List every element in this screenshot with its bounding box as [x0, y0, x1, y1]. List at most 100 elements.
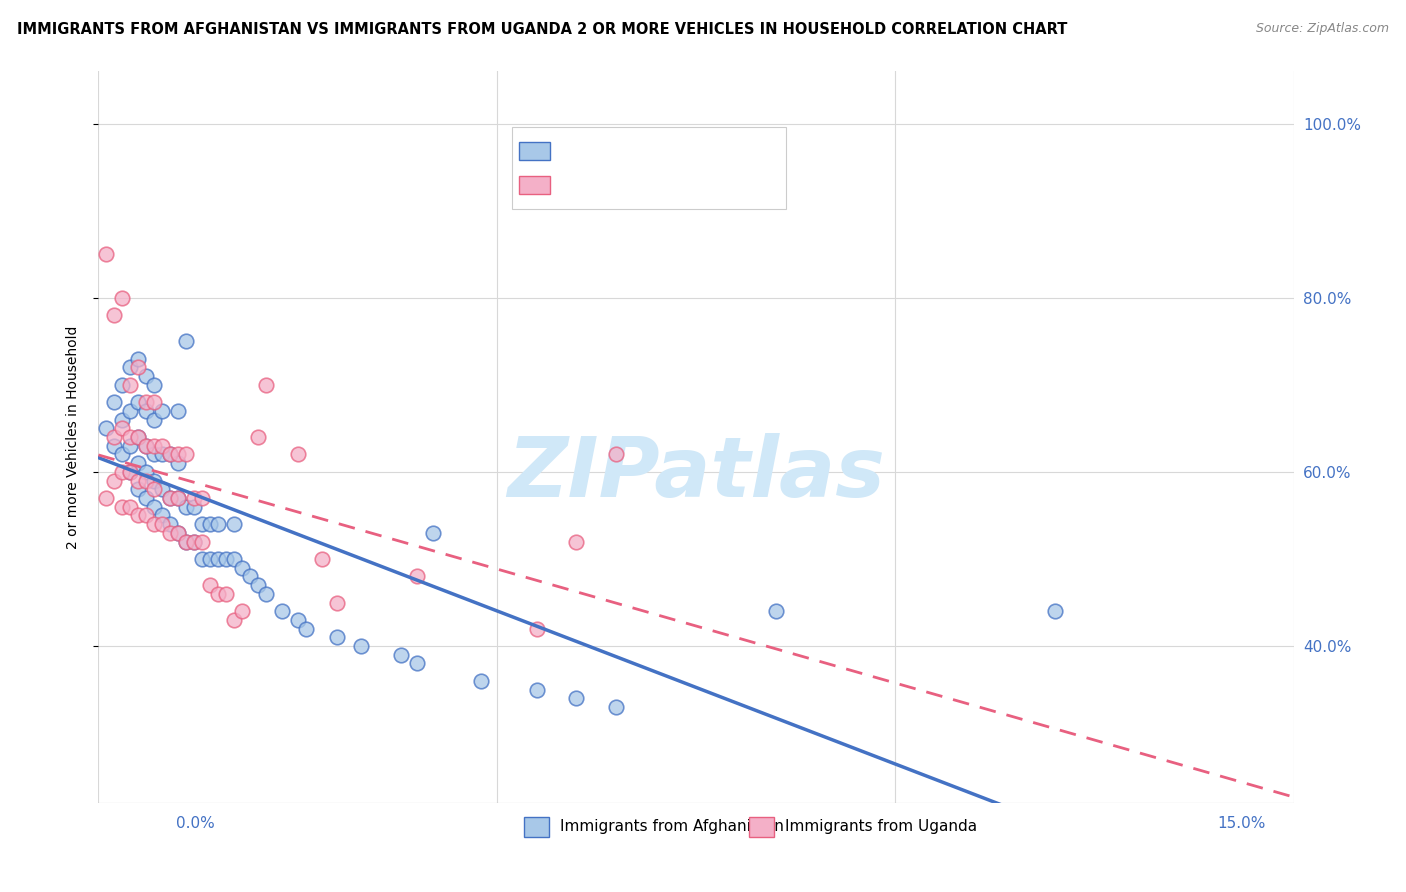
Point — [605, 448, 627, 462]
Point — [191, 491, 214, 505]
Point — [143, 448, 166, 462]
Point — [103, 474, 125, 488]
Text: R = -0.350   N = 68: R = -0.350 N = 68 — [557, 144, 707, 158]
Point — [198, 578, 221, 592]
Point — [231, 560, 253, 574]
Point — [120, 377, 142, 392]
Point — [246, 578, 269, 592]
Point — [254, 377, 277, 392]
Point — [207, 587, 229, 601]
Point — [111, 465, 134, 479]
Point — [406, 657, 429, 671]
Text: ZIPatlas: ZIPatlas — [508, 434, 884, 514]
Point — [150, 508, 173, 523]
Point — [350, 639, 373, 653]
Point — [294, 622, 316, 636]
Point — [143, 439, 166, 453]
Point — [150, 439, 173, 453]
Point — [111, 500, 134, 514]
Point — [287, 613, 309, 627]
Point — [111, 291, 134, 305]
Point — [143, 500, 166, 514]
Point — [605, 700, 627, 714]
Point — [207, 517, 229, 532]
Point — [120, 439, 142, 453]
Point — [96, 247, 118, 261]
Text: 0.0%: 0.0% — [176, 816, 215, 831]
Point — [159, 448, 181, 462]
Point — [311, 552, 333, 566]
Text: Immigrants from Afghanistan: Immigrants from Afghanistan — [560, 820, 785, 834]
Point — [103, 430, 125, 444]
Point — [150, 404, 173, 418]
Point — [127, 508, 149, 523]
Point — [167, 491, 190, 505]
Text: Source: ZipAtlas.com: Source: ZipAtlas.com — [1256, 22, 1389, 36]
Point — [159, 525, 181, 540]
Point — [111, 377, 134, 392]
Point — [422, 525, 444, 540]
Y-axis label: 2 or more Vehicles in Household: 2 or more Vehicles in Household — [66, 326, 80, 549]
Point — [287, 448, 309, 462]
Text: Immigrants from Uganda: Immigrants from Uganda — [785, 820, 977, 834]
Point — [167, 448, 190, 462]
Point — [167, 404, 190, 418]
Point — [215, 552, 238, 566]
Point — [326, 595, 349, 609]
Point — [159, 491, 181, 505]
Point — [111, 412, 134, 426]
Point — [103, 395, 125, 409]
Point — [470, 673, 492, 688]
Point — [174, 534, 197, 549]
Point — [143, 395, 166, 409]
Point — [127, 430, 149, 444]
Point — [526, 622, 548, 636]
Point — [270, 604, 292, 618]
Point — [120, 465, 142, 479]
Point — [406, 569, 429, 583]
Point — [215, 587, 238, 601]
Point — [150, 517, 173, 532]
Point — [135, 395, 157, 409]
Point — [135, 439, 157, 453]
Point — [159, 491, 181, 505]
Point — [191, 552, 214, 566]
Point — [765, 604, 787, 618]
Point — [127, 351, 149, 366]
Point — [120, 465, 142, 479]
Point — [135, 404, 157, 418]
Point — [111, 421, 134, 435]
Point — [183, 534, 205, 549]
Point — [143, 483, 166, 497]
Point — [127, 360, 149, 375]
Point — [174, 448, 197, 462]
Point — [198, 552, 221, 566]
Point — [111, 448, 134, 462]
Point — [103, 439, 125, 453]
Text: R =  0.260   N = 53: R = 0.260 N = 53 — [557, 178, 706, 192]
Point — [96, 491, 118, 505]
Point — [565, 691, 588, 706]
Point — [120, 430, 142, 444]
Point — [135, 491, 157, 505]
Text: IMMIGRANTS FROM AFGHANISTAN VS IMMIGRANTS FROM UGANDA 2 OR MORE VEHICLES IN HOUS: IMMIGRANTS FROM AFGHANISTAN VS IMMIGRANT… — [17, 22, 1067, 37]
Point — [167, 525, 190, 540]
Point — [183, 491, 205, 505]
Point — [254, 587, 277, 601]
Point — [143, 377, 166, 392]
Point — [222, 613, 245, 627]
Point — [135, 474, 157, 488]
Point — [135, 465, 157, 479]
Point — [135, 508, 157, 523]
Point — [127, 474, 149, 488]
Point — [174, 500, 197, 514]
Point — [150, 483, 173, 497]
Point — [174, 334, 197, 349]
Point — [183, 534, 205, 549]
Point — [143, 412, 166, 426]
Point — [159, 448, 181, 462]
Point — [143, 474, 166, 488]
Point — [222, 517, 245, 532]
Point — [120, 404, 142, 418]
Point — [565, 534, 588, 549]
